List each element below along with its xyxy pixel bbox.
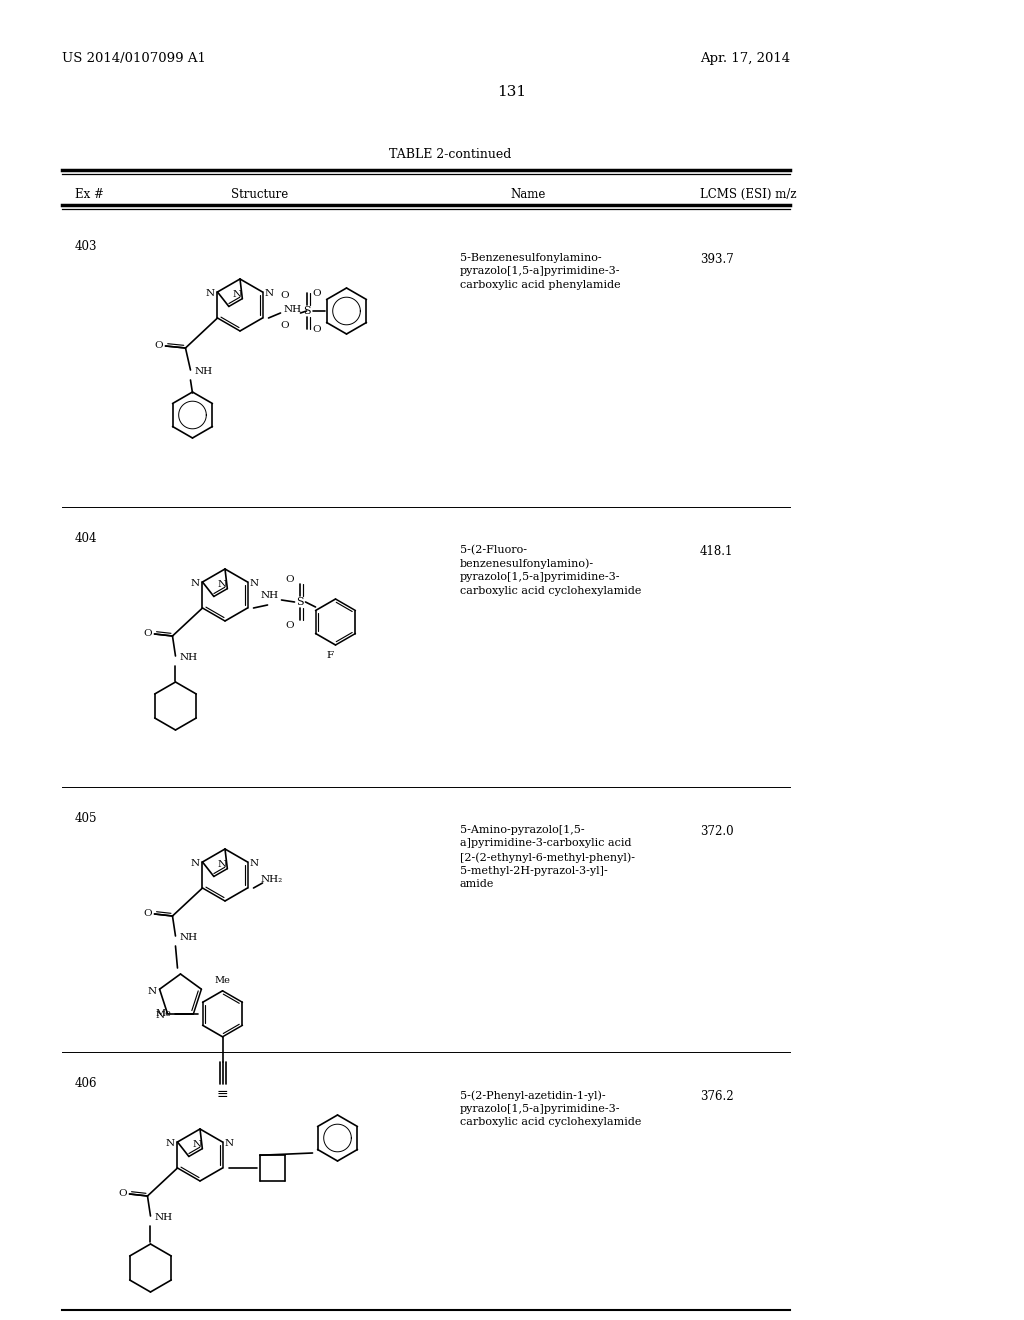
Text: 406: 406 [75,1077,97,1090]
Text: 5-Benzenesulfonylamino-: 5-Benzenesulfonylamino- [460,253,602,263]
Text: a]pyrimidine-3-carboxylic acid: a]pyrimidine-3-carboxylic acid [460,838,632,849]
Text: N: N [250,578,259,587]
Text: Me: Me [215,977,230,985]
Text: N: N [218,581,227,589]
Text: O: O [286,574,294,583]
Text: N: N [193,1140,202,1150]
Text: 404: 404 [75,532,97,545]
Text: 372.0: 372.0 [700,825,733,838]
Text: [2-(2-ethynyl-6-methyl-phenyl)-: [2-(2-ethynyl-6-methyl-phenyl)- [460,851,635,862]
Text: TABLE 2-continued: TABLE 2-continued [389,148,511,161]
Text: O: O [281,322,289,330]
Text: O: O [312,289,321,297]
Text: N: N [225,1138,234,1147]
Text: S: S [303,306,310,315]
Text: Apr. 17, 2014: Apr. 17, 2014 [699,51,790,65]
Text: N: N [156,1011,165,1020]
Text: LCMS (ESI) m/z: LCMS (ESI) m/z [700,187,797,201]
Text: N: N [148,987,157,995]
Text: 5-methyl-2H-pyrazol-3-yl]-: 5-methyl-2H-pyrazol-3-yl]- [460,866,608,875]
Text: pyrazolo[1,5-a]pyrimidine-3-: pyrazolo[1,5-a]pyrimidine-3- [460,267,621,276]
Text: N: N [232,290,242,300]
Text: N: N [250,858,259,867]
Text: ≡: ≡ [217,1086,228,1101]
Text: Structure: Structure [231,187,289,201]
Text: N: N [265,289,274,297]
Text: NH: NH [284,305,302,314]
Text: NH₂: NH₂ [260,875,283,884]
Text: N: N [190,858,200,867]
Text: O: O [143,909,152,919]
Text: 405: 405 [75,812,97,825]
Text: 403: 403 [75,240,97,253]
Text: Name: Name [510,187,546,201]
Text: carboxylic acid phenylamide: carboxylic acid phenylamide [460,280,621,290]
Text: N: N [218,861,227,869]
Text: 393.7: 393.7 [700,253,734,267]
Text: 376.2: 376.2 [700,1090,733,1104]
Text: N: N [166,1138,175,1147]
Text: O: O [143,630,152,639]
Text: NH: NH [155,1213,173,1222]
Text: 5-Amino-pyrazolo[1,5-: 5-Amino-pyrazolo[1,5- [460,825,585,836]
Text: amide: amide [460,879,495,888]
Text: pyrazolo[1,5-a]pyrimidine-3-: pyrazolo[1,5-a]pyrimidine-3- [460,572,621,582]
Text: O: O [155,342,163,351]
Text: N: N [190,578,200,587]
Text: carboxylic acid cyclohexylamide: carboxylic acid cyclohexylamide [460,1117,641,1127]
Text: US 2014/0107099 A1: US 2014/0107099 A1 [62,51,206,65]
Text: Me: Me [156,1010,171,1018]
Text: O: O [312,325,321,334]
Text: O: O [118,1189,127,1199]
Text: 5-(2-Phenyl-azetidin-1-yl)-: 5-(2-Phenyl-azetidin-1-yl)- [460,1090,605,1101]
Text: N: N [206,289,215,297]
Text: 131: 131 [498,84,526,99]
Text: Ex #: Ex # [75,187,103,201]
Text: carboxylic acid cyclohexylamide: carboxylic acid cyclohexylamide [460,586,641,595]
Text: NH: NH [179,653,198,663]
Text: NH: NH [195,367,213,376]
Text: benzenesulfonylamino)-: benzenesulfonylamino)- [460,558,594,569]
Text: F: F [327,651,334,660]
Text: O: O [281,292,289,301]
Text: 5-(2-Fluoro-: 5-(2-Fluoro- [460,545,527,556]
Text: NH: NH [179,933,198,942]
Text: O: O [286,620,294,630]
Text: S: S [296,597,303,607]
Text: 418.1: 418.1 [700,545,733,558]
Text: pyrazolo[1,5-a]pyrimidine-3-: pyrazolo[1,5-a]pyrimidine-3- [460,1104,621,1114]
Text: NH: NH [260,590,279,599]
